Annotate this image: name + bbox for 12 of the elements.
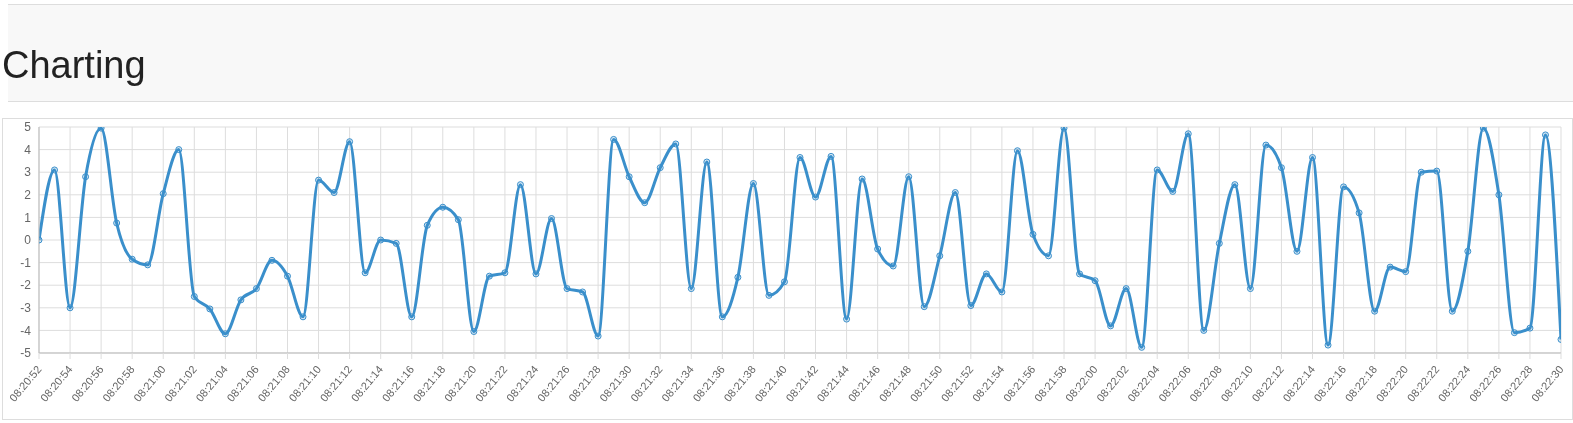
chart-title: Charting [2, 44, 146, 87]
y-tick-label: 4 [24, 142, 32, 157]
y-tick-label: 3 [24, 165, 32, 180]
y-tick-label: -3 [20, 301, 32, 316]
y-tick-label: -4 [20, 323, 32, 338]
y-tick-label: 5 [24, 120, 32, 135]
y-tick-label: 0 [24, 233, 32, 248]
y-tick-label: 2 [24, 188, 32, 203]
y-tick-label: -5 [20, 346, 32, 361]
y-tick-label: -2 [20, 278, 32, 293]
y-tick-label: 1 [24, 210, 32, 225]
y-tick-label: -1 [20, 255, 32, 270]
